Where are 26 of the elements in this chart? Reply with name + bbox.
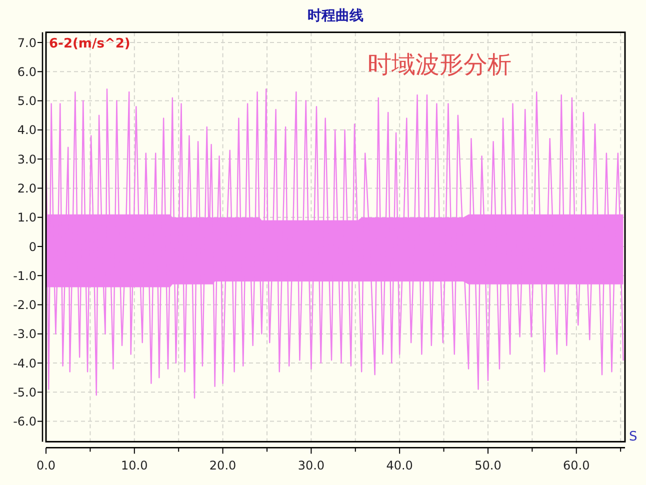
x-tick-label: 10.0 [121,458,148,473]
y-tick-label: 1.0 [17,210,36,225]
x-tick-label: 40.0 [386,458,413,473]
y-tick-label: 7.0 [17,36,36,50]
x-tick-label: 0.0 [36,458,56,473]
line-series [45,88,624,399]
y-tick-label: 6.0 [17,64,36,79]
y-tick-label: 4.0 [17,123,36,138]
y-tick-label: -6.0 [13,414,36,429]
x-tick-label: 60.0 [563,458,590,473]
y-axis-title: 6-2(m/s^2) [49,36,130,52]
y-tick-label: 2.0 [17,181,36,196]
y-tick-label: 0 [28,240,36,254]
y-tick-label: 5.0 [17,94,36,108]
x-tick-label: 20.0 [209,458,236,473]
chart-title: 时程曲线 [308,8,364,24]
x-axis-title: S [629,430,638,445]
y-tick-label: 3.0 [17,152,36,166]
y-tick-label: -5.0 [13,385,36,400]
y-tick-label: -4.0 [13,356,36,370]
y-tick-label: -3.0 [13,327,36,342]
x-tick-label: 30.0 [298,458,325,473]
y-tick-label: -2.0 [13,298,36,312]
x-tick-label: 50.0 [474,458,502,473]
annotation: 时域波形分析 [368,50,512,78]
y-tick-label: -1.0 [13,268,36,283]
